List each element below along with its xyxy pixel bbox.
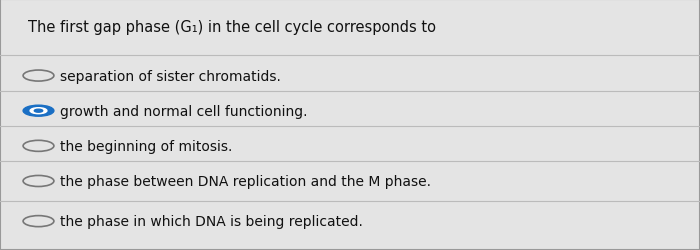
Text: separation of sister chromatids.: separation of sister chromatids. xyxy=(60,69,281,83)
Text: The first gap phase (G₁) in the cell cycle corresponds to: The first gap phase (G₁) in the cell cyc… xyxy=(28,20,436,35)
Circle shape xyxy=(34,110,43,113)
Circle shape xyxy=(30,108,47,114)
Text: growth and normal cell functioning.: growth and normal cell functioning. xyxy=(60,104,307,118)
Text: the phase in which DNA is being replicated.: the phase in which DNA is being replicat… xyxy=(60,214,363,228)
Text: the phase between DNA replication and the M phase.: the phase between DNA replication and th… xyxy=(60,174,430,188)
Circle shape xyxy=(23,106,54,117)
Text: the beginning of mitosis.: the beginning of mitosis. xyxy=(60,139,232,153)
